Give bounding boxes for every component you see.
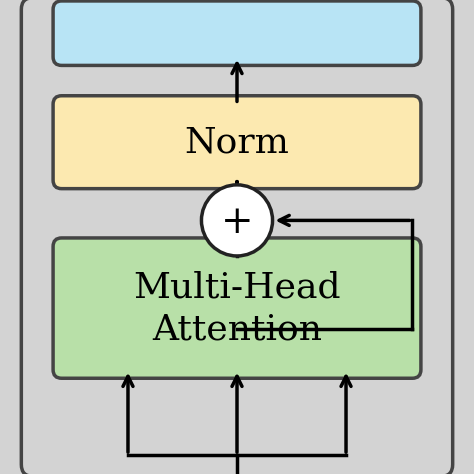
FancyBboxPatch shape (53, 96, 421, 189)
FancyBboxPatch shape (53, 1, 421, 65)
FancyBboxPatch shape (53, 238, 421, 378)
Text: Norm: Norm (184, 125, 290, 159)
Circle shape (201, 185, 273, 256)
Text: +: + (221, 204, 253, 241)
Text: Multi-Head
Attention: Multi-Head Attention (133, 270, 341, 346)
FancyBboxPatch shape (21, 0, 453, 474)
